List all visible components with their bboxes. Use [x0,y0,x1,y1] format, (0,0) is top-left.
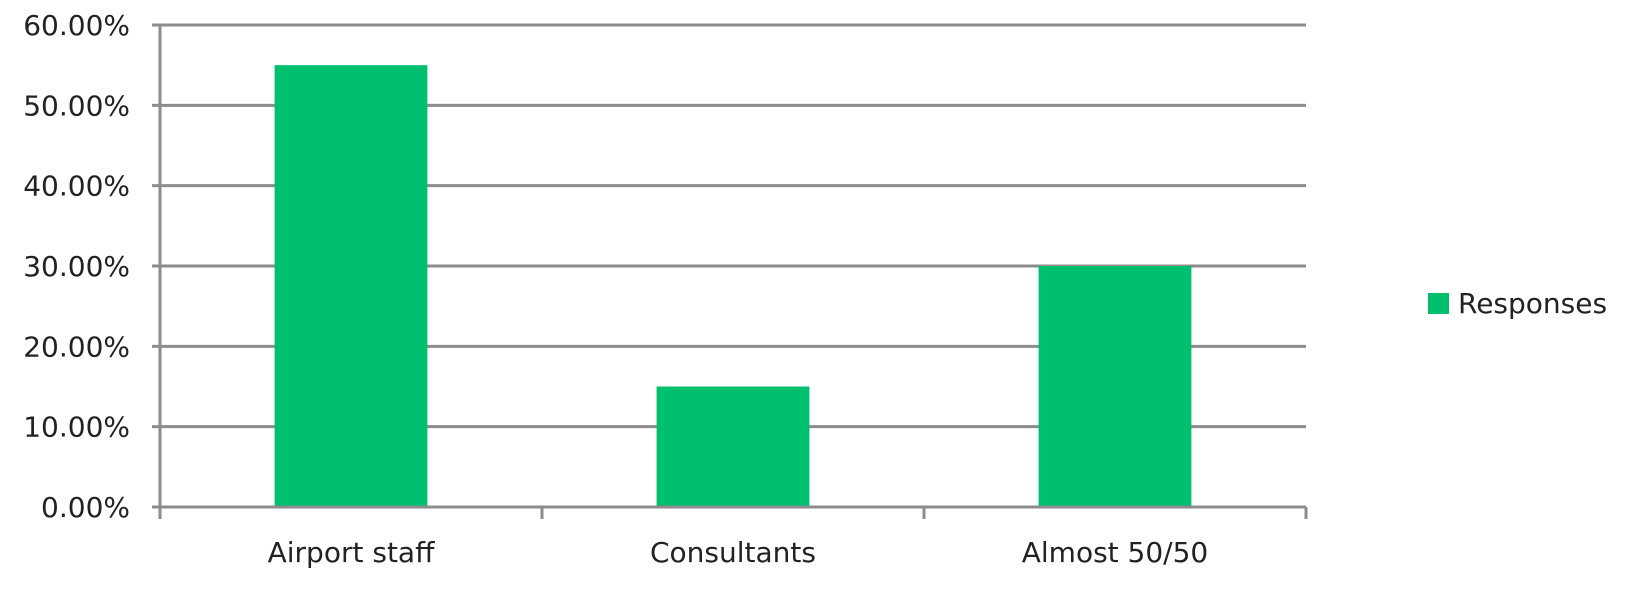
x-tick-labels: Airport staff Consultants Almost 50/50 [268,536,1209,569]
y-tick-label: 30.00% [23,250,130,283]
x-tick-label: Consultants [650,536,816,569]
bar-almost-50-50 [1038,266,1192,507]
y-tick-label: 50.00% [23,89,130,122]
x-tick-label: Airport staff [268,536,435,569]
y-tick-label: 20.00% [23,330,130,363]
y-tick-label: 0.00% [41,491,130,524]
axes [152,23,1308,519]
y-tick-labels: 0.00% 10.00% 20.00% 30.00% 40.00% 50.00% 60.00… [23,9,130,524]
bars [274,65,1192,508]
bar-consultants [656,386,810,507]
bar-airport-staff [274,65,428,508]
y-tick-label: 40.00% [23,170,130,203]
x-tick-label: Almost 50/50 [1022,536,1209,569]
legend-swatch-responses [1428,293,1449,314]
legend: Responses [1428,287,1607,320]
legend-label-responses: Responses [1458,287,1607,320]
y-tick-label: 10.00% [23,411,130,444]
y-tick-label: 60.00% [23,9,130,42]
